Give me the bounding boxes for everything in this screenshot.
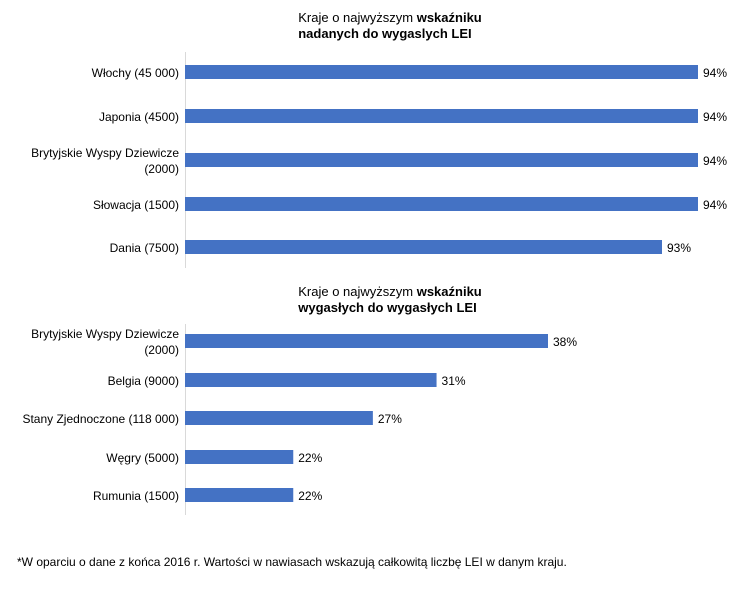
category-label: Japonia (4500) [99,110,179,124]
data-label: 94% [703,154,727,168]
bar [185,450,294,464]
data-label: 94% [703,66,727,80]
title-text: Kraje o najwyższym [298,10,417,25]
data-label: 93% [667,241,691,255]
category-label: Węgry (5000) [106,451,179,465]
bar [185,373,437,387]
bar [185,411,373,425]
title-bold: wskaźniku [416,10,482,25]
category-label: Brytyjskie Wyspy Dziewicze [31,146,179,160]
bar [185,153,698,167]
category-label: (2000) [144,343,179,357]
title-bold-line2: nadanych do wygaslych LEI [298,26,472,41]
bar [185,109,698,123]
data-label: 22% [298,489,322,503]
data-label: 22% [298,451,322,465]
bar [185,488,294,502]
bar [185,334,548,348]
bar [185,65,698,79]
title-bold-line2: wygasłych do wygasłych LEI [298,300,477,315]
title-text: Kraje o najwyższym [298,284,417,299]
chart-2-title: Kraje o najwyższym wskaźniku wygasłych do… [0,284,750,316]
category-label: (2000) [144,162,179,176]
category-label: Belgia (9000) [108,374,179,388]
data-label: 94% [703,110,727,124]
category-label: Włochy (45 000) [92,66,179,80]
title-bold: wskaźniku [416,284,482,299]
chart-1-title: Kraje o najwyższym wskaźniku nadanych do … [0,10,750,42]
bar [185,240,662,254]
category-label: Brytyjskie Wyspy Dziewicze [31,327,179,341]
data-label: 38% [553,335,577,349]
data-label: 94% [703,198,727,212]
category-label: Dania (7500) [110,241,179,255]
bar [185,197,698,211]
data-label: 27% [378,412,402,426]
category-label: Rumunia (1500) [93,489,179,503]
footnote: *W oparciu o dane z końca 2016 r. Wartoś… [17,555,567,569]
category-label: Słowacja (1500) [93,198,179,212]
data-label: 31% [442,374,466,388]
category-label: Stany Zjednoczone (118 000) [22,412,179,426]
